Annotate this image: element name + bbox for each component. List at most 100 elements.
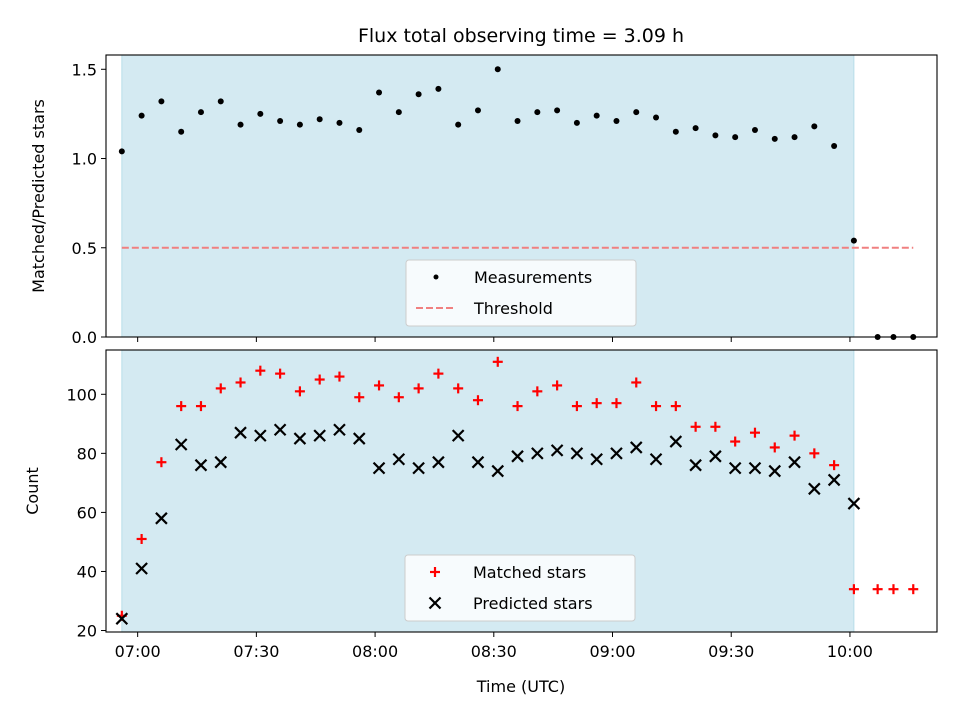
- predicted-stars-point: [610, 447, 623, 460]
- measurements-point: [277, 118, 284, 125]
- matched-stars-point: [651, 401, 662, 412]
- measurements-point: [791, 134, 798, 141]
- legend-matched-stars-label: Matched stars: [473, 563, 586, 582]
- predicted-stars-point: [471, 455, 485, 469]
- predicted-stars-point: [689, 458, 702, 472]
- matched-stars-point: [393, 392, 404, 403]
- measurements-point: [474, 107, 481, 114]
- matched-stars-point: [453, 383, 464, 394]
- predicted-stars-point: [728, 461, 742, 475]
- legend-measurements-label: Measurements: [474, 268, 592, 287]
- x-tick-label: 09:30: [708, 642, 754, 661]
- measurements-point: [138, 112, 145, 119]
- matched-stars-point: [255, 365, 266, 376]
- measurements-point: [514, 118, 521, 125]
- top-y-tick-label: 0.5: [72, 239, 97, 258]
- bottom-y-tick-label: 60: [77, 503, 97, 522]
- predicted-stars-point: [847, 497, 861, 510]
- measurements-point: [395, 109, 402, 116]
- measurements-point: [831, 143, 838, 150]
- x-tick-label: 09:00: [589, 642, 635, 661]
- measurements-point: [811, 123, 818, 130]
- matched-stars-point: [591, 398, 602, 409]
- matched-stars-point: [374, 380, 385, 391]
- measurements-point: [593, 112, 600, 119]
- predicted-stars-point: [333, 423, 346, 437]
- matched-stars-point: [611, 398, 622, 409]
- matched-stars-point: [176, 401, 187, 412]
- bottom-panel: 20 40 60 80 100 07:00 07:30 08:00 08:30 09:00 09:3…: [23, 349, 938, 661]
- top-y-axis-label: Matched/Predicted stars: [29, 99, 48, 293]
- figure-title: Flux total observing time = 3.09 h: [358, 25, 684, 47]
- matched-stars-point: [512, 401, 523, 412]
- matched-stars-point: [354, 392, 365, 403]
- top-y-tick-label: 1.5: [72, 60, 97, 79]
- predicted-stars-point: [808, 482, 821, 496]
- matched-stars-point: [749, 427, 760, 438]
- predicted-stars-point: [432, 455, 445, 469]
- matched-stars-point: [492, 356, 503, 367]
- measurements-point: [712, 132, 719, 139]
- bottom-y-axis-label: Count: [23, 467, 42, 515]
- matched-stars-point: [215, 383, 226, 394]
- predicted-stars-point: [709, 450, 722, 463]
- matched-stars-point: [789, 430, 800, 441]
- measurements-point: [534, 109, 541, 116]
- measurements-point: [771, 135, 778, 142]
- measurements-point: [751, 126, 758, 133]
- measurements-point: [573, 119, 580, 126]
- predicted-stars-point: [234, 426, 247, 439]
- predicted-stars-point: [491, 464, 505, 478]
- predicted-stars-point: [629, 441, 643, 454]
- matched-stars-point: [710, 421, 721, 432]
- predicted-stars-point: [669, 435, 683, 448]
- matched-stars-point: [571, 401, 582, 412]
- bottom-legend: Matched stars Predicted stars: [404, 554, 636, 622]
- bottom-y-tick-label: 100: [66, 385, 97, 404]
- matched-stars-point: [769, 442, 780, 453]
- measurements-point: [158, 98, 165, 105]
- top-y-tick-label: 0.0: [72, 328, 97, 347]
- matched-stars-point: [334, 371, 345, 382]
- bottom-y-tick-label: 80: [77, 444, 97, 463]
- measurements-point: [296, 121, 303, 128]
- legend-measurements-marker: [433, 274, 439, 280]
- matched-stars-point: [690, 421, 701, 432]
- matched-stars-point: [275, 368, 286, 379]
- matched-stars-point: [195, 401, 206, 412]
- legend-predicted-stars-marker: [428, 596, 442, 610]
- matched-stars-point: [433, 368, 444, 379]
- predicted-stars-point: [313, 429, 326, 442]
- x-axis-label: Time (UTC): [476, 677, 565, 696]
- matched-stars-point: [888, 584, 899, 595]
- measurements-point: [316, 116, 323, 123]
- matched-stars-point: [908, 584, 919, 595]
- measurements-point: [633, 109, 640, 116]
- predicted-stars-point: [768, 464, 782, 478]
- top-y-tick-label: 1.0: [72, 150, 97, 169]
- x-tick-label: 08:30: [471, 642, 517, 661]
- measurements-point: [613, 118, 620, 125]
- predicted-stars-point: [273, 423, 287, 437]
- predicted-stars-point: [748, 461, 762, 475]
- predicted-stars-point: [550, 444, 564, 457]
- measurements-point: [237, 121, 244, 128]
- predicted-stars-point: [214, 455, 228, 469]
- predicted-stars-point: [254, 429, 267, 442]
- predicted-stars-point: [788, 455, 801, 469]
- predicted-stars-point: [392, 452, 406, 466]
- measurements-point: [435, 85, 442, 92]
- x-tick-label: 08:00: [352, 642, 398, 661]
- matched-stars-point: [670, 401, 681, 412]
- matched-stars-point: [235, 377, 246, 388]
- predicted-stars-point: [135, 562, 148, 575]
- bottom-y-tick-label: 20: [77, 622, 97, 641]
- measurements-point: [376, 89, 383, 96]
- x-tick-label: 07:30: [233, 642, 279, 661]
- matched-stars-point: [136, 533, 147, 544]
- bottom-axes-frame: [105, 349, 938, 633]
- matched-stars-point: [872, 584, 883, 595]
- measurements-point: [197, 109, 204, 116]
- predicted-stars-point: [194, 458, 208, 472]
